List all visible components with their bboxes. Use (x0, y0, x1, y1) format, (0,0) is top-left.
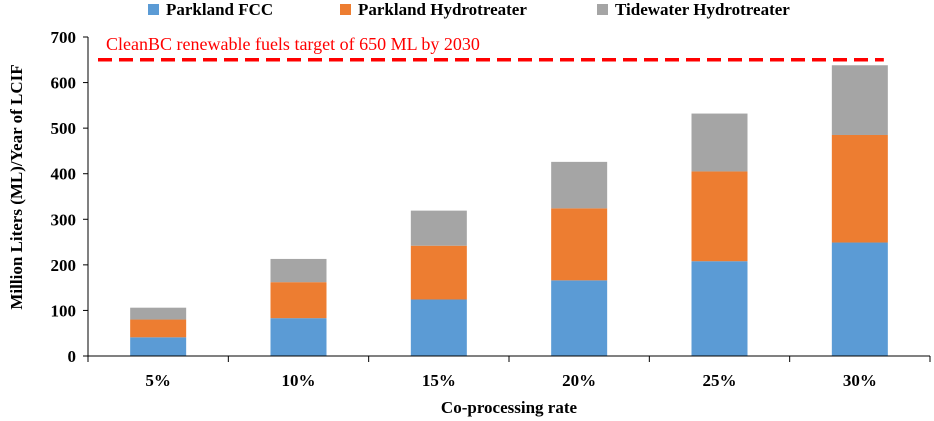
legend-label: Parkland FCC (166, 0, 273, 19)
x-tick-label: 20% (562, 371, 596, 390)
bar-segment (551, 208, 608, 281)
legend-swatch (597, 4, 608, 15)
legend-label: Tidewater Hydrotreater (615, 0, 790, 19)
x-tick-label: 15% (422, 371, 456, 390)
bar-segment (831, 242, 888, 356)
bar-segment (410, 245, 467, 300)
bar-segment (410, 210, 467, 246)
x-axis: 5% 10% 15% 20% 25% 30% (87, 355, 931, 390)
x-tick-label: 5% (145, 371, 171, 390)
y-tick-label: 500 (51, 119, 77, 138)
legend-swatch (340, 4, 351, 15)
bar-segment (831, 65, 888, 135)
bar-segment (410, 299, 467, 356)
bar-segment (270, 258, 327, 283)
bar-segment (691, 113, 748, 172)
bar-segment (831, 134, 888, 243)
bar-segment (130, 307, 187, 320)
y-tick-label: 100 (51, 301, 77, 320)
bar-segment (130, 337, 187, 356)
target-line-group: CleanBC renewable fuels target of 650 ML… (98, 34, 884, 62)
bar-segment (691, 261, 748, 356)
x-tick-label: 10% (282, 371, 316, 390)
bar-segment (130, 319, 187, 338)
legend-swatch (148, 4, 159, 15)
x-tick-label: 30% (843, 371, 877, 390)
legend: Parkland FCC Parkland Hydrotreater Tidewat… (148, 0, 790, 19)
bar-segment (270, 318, 327, 356)
y-tick-label: 700 (51, 28, 77, 47)
bars (130, 65, 888, 356)
x-tick-label: 25% (703, 371, 737, 390)
x-axis-title: Co-processing rate (441, 398, 578, 417)
bar-segment (691, 171, 748, 262)
bar-segment (551, 280, 608, 356)
bar-segment (551, 161, 608, 209)
y-axis: 0 100 200 300 400 500 600 700 (51, 28, 89, 366)
y-tick-label: 400 (51, 165, 77, 184)
y-tick-label: 200 (51, 256, 77, 275)
bar-segment (270, 282, 327, 319)
legend-label: Parkland Hydrotreater (358, 0, 527, 19)
target-label: CleanBC renewable fuels target of 650 ML… (106, 34, 480, 54)
y-tick-label: 0 (68, 347, 77, 366)
y-tick-label: 600 (51, 74, 77, 93)
y-axis-title: Million Liters (ML)/Year of LCIF (7, 64, 26, 309)
y-tick-label: 300 (51, 210, 77, 229)
